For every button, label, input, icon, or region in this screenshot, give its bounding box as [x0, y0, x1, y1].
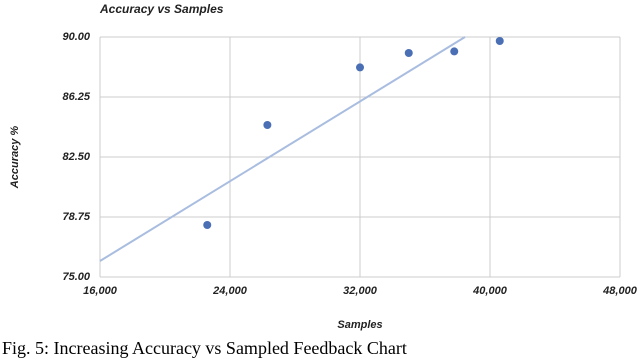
chart-title: Accuracy vs Samples [99, 2, 224, 16]
x-tick-label: 32,000 [343, 285, 378, 297]
y-tick-label: 75.00 [62, 271, 90, 283]
y-tick-label: 90.00 [62, 31, 90, 43]
point [495, 37, 504, 45]
point [356, 63, 364, 72]
y-tick-label: 82.50 [62, 151, 90, 163]
x-axis-title: Samples [337, 319, 382, 331]
point [263, 121, 272, 129]
point [404, 49, 413, 57]
x-tick-label: 16,000 [83, 285, 118, 297]
point [203, 221, 212, 229]
y-axis-title: Accuracy % [9, 126, 21, 190]
point [450, 47, 459, 56]
caption: Fig. 5: Increasing Accuracy vs Sampled F… [2, 338, 407, 358]
x-tick-label: 40,000 [472, 285, 508, 297]
y-tick-label: 86.25 [62, 91, 90, 103]
x-tick-label: 48,000 [602, 285, 638, 297]
y-tick-label: 78.75 [62, 211, 90, 223]
trendline [99, 36, 466, 262]
x-tick-label: 24,000 [212, 285, 248, 297]
